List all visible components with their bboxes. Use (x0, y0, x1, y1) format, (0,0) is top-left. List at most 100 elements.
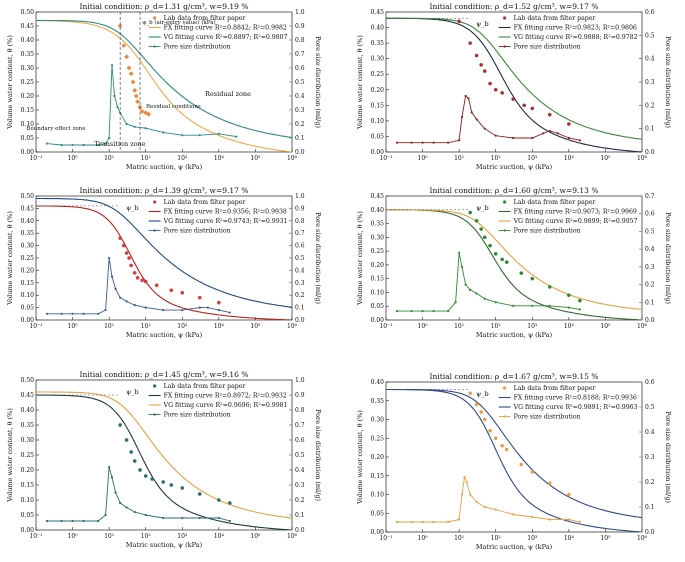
lab-data-point (132, 271, 137, 275)
psd-point (421, 520, 424, 524)
lab-data-point (488, 428, 492, 433)
x-tick-label: 10⁴ (214, 323, 225, 330)
y2-tick-label: 0.4 (295, 267, 305, 274)
y2-tick-label: 0.3 (645, 454, 655, 461)
y-tick-label: 0.00 (21, 527, 35, 534)
psd-point (395, 310, 399, 313)
y-tick-label: 0.15 (371, 473, 385, 480)
legend-lab-marker (503, 200, 507, 204)
y2-tick-label: 0.9 (295, 205, 305, 212)
psd-line (397, 95, 580, 144)
legend-label: FX fitting curve R²=0.9073; R²=0.9969 (514, 209, 637, 216)
y2-tick-label: 0.0 (645, 149, 655, 156)
x-tick-label: 10² (491, 323, 502, 330)
psd-point (108, 136, 111, 140)
psd-point (60, 312, 63, 315)
psd-point (567, 306, 570, 309)
lab-data-point (146, 111, 152, 117)
lab-data-point (479, 63, 484, 67)
legend-lab-marker (503, 386, 507, 390)
y-tick-label: 0.35 (21, 51, 35, 58)
lab-data-point (578, 298, 582, 303)
x-tick-label: 10² (491, 535, 502, 542)
annotation-air-entry: ψ_b (air-entry value) (kPa) (142, 19, 216, 26)
y-tick-label: 0.20 (371, 262, 385, 269)
lab-data-point (511, 97, 516, 101)
psd-point (82, 519, 85, 523)
lab-data-point (180, 290, 185, 295)
lab-data-point (197, 492, 202, 496)
legend-label: VG fitting curve R²=0.9696; R²=0.9981 (163, 402, 288, 409)
x-tick-label: 10⁻¹ (379, 323, 392, 330)
chart-title: Initial condition: ρ_d=1.67 g/cm³, w=9.1… (430, 372, 599, 381)
annotation-air-entry: ψ_b (476, 390, 489, 398)
legend-label: Lab data from filter paper (514, 385, 596, 392)
y-tick-label: 0.15 (371, 276, 385, 283)
legend-label: Lab data from filter paper (164, 199, 246, 206)
y2-tick-label: 0.6 (295, 437, 305, 444)
psd-point (531, 136, 534, 140)
panel-1: Initial condition: ρ_d=1.31 g/cm³, w=9.1… (6, 2, 322, 171)
y2-tick-label: 0.3 (295, 107, 305, 114)
x-tick-label: 10⁻¹ (379, 155, 392, 162)
lab-data-point (567, 293, 571, 298)
vg-fitting-curve (386, 209, 642, 311)
psd-point (133, 304, 136, 307)
y-tick-label: 0.05 (21, 135, 35, 142)
x-tick-label: 10¹ (104, 533, 114, 540)
annotation-air-entry: ψ_b (126, 204, 139, 212)
y2-tick-label: 0.2 (295, 292, 305, 299)
psd-point (458, 139, 461, 142)
y-tick-label: 0.20 (371, 87, 385, 94)
y-tick-label: 0.35 (371, 221, 385, 228)
y2-tick-label: 0.4 (295, 93, 305, 100)
y2-tick-label: 0.0 (645, 317, 655, 324)
x-tick-label: 10⁻¹ (29, 155, 42, 162)
y2-tick-label: 0.6 (645, 211, 655, 218)
psd-point (97, 312, 100, 315)
psd-point (144, 127, 147, 130)
y2-tick-label: 0.6 (295, 243, 305, 250)
y-tick-label: 0.50 (21, 377, 35, 384)
psd-point (97, 519, 100, 523)
psd-point (556, 132, 559, 135)
y2-tick-label: 1.0 (295, 9, 305, 16)
x-tick-label: 10⁰ (418, 323, 429, 330)
lab-data-point (128, 71, 134, 76)
x-tick-label: 10⁴ (214, 155, 225, 162)
psd-point (114, 287, 117, 291)
plot-frame (385, 11, 643, 153)
x-tick-label: 10⁴ (214, 533, 225, 540)
x-tick-label: 10² (491, 155, 502, 162)
lab-data-point (567, 122, 571, 126)
y-tick-label: 0.45 (371, 9, 385, 16)
x-tick-label: 10² (141, 323, 152, 330)
lab-data-point (124, 438, 129, 442)
y-tick-label: 0.10 (371, 492, 385, 499)
y-tick-label: 0.20 (21, 467, 35, 474)
x-tick-label: 10¹ (104, 155, 114, 162)
y-tick-label: 0.00 (371, 149, 385, 156)
y-tick-label: 0.10 (371, 118, 385, 125)
psd-point (432, 520, 435, 524)
x-tick-label: 10⁴ (564, 535, 575, 542)
psd-point (475, 292, 478, 295)
psd-point (531, 515, 534, 519)
y2-tick-label: 0.5 (645, 32, 655, 39)
y-tick-label: 0.35 (371, 40, 385, 47)
psd-point (82, 312, 85, 315)
annotation-residual-conditions: Residual conditions (146, 104, 201, 110)
x-axis-label: Matric suction, ψ (kPa) (126, 541, 203, 549)
y2-tick-label: 0.5 (295, 255, 305, 262)
psd-point (45, 519, 49, 523)
x-tick-label: 10⁵ (600, 155, 611, 162)
psd-point (119, 501, 122, 505)
psd-point (494, 134, 497, 137)
lab-data-point (479, 410, 484, 414)
psd-point (60, 143, 63, 147)
psd-point (578, 308, 581, 311)
lab-data-point (133, 93, 139, 99)
psd-point (60, 519, 63, 523)
psd-point (133, 125, 136, 128)
y2-axis-label: Pore size distribution (ml/g) (314, 212, 322, 305)
